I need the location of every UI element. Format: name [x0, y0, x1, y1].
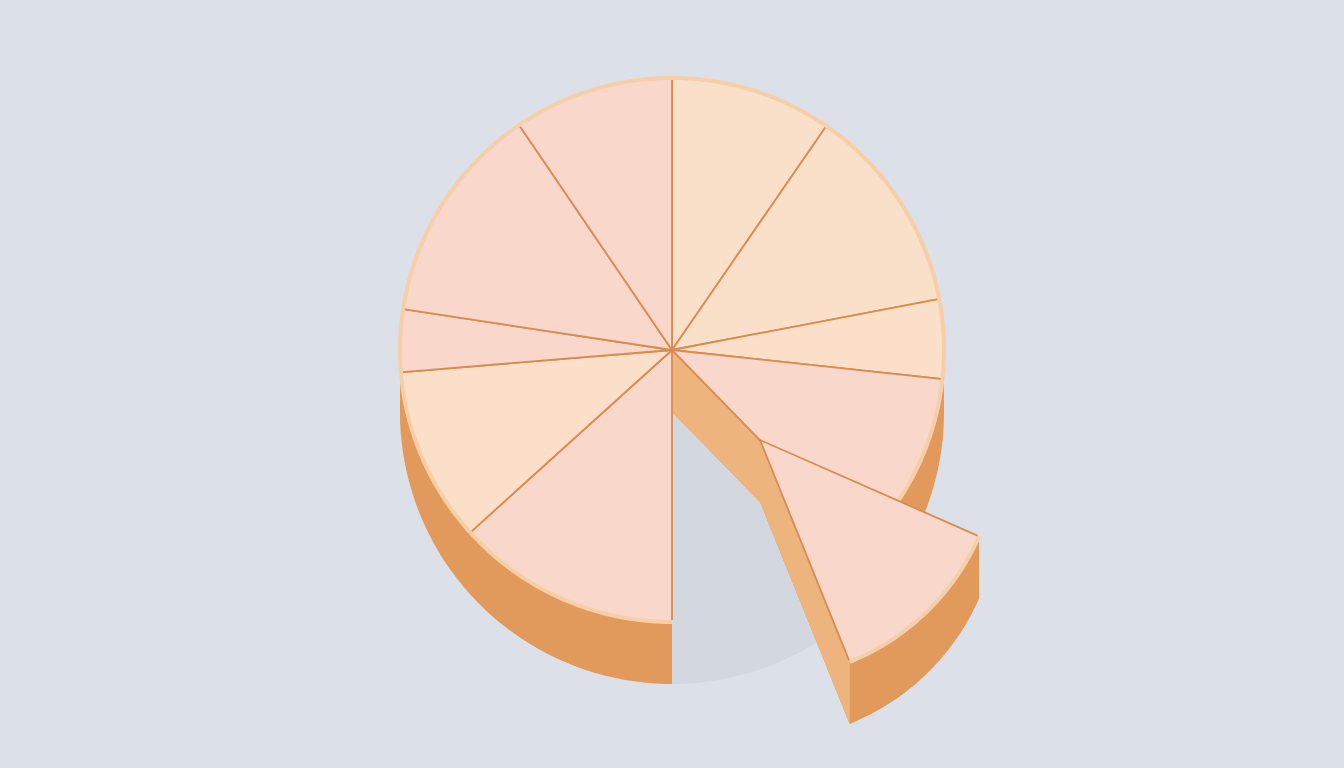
- slice: [401, 350, 672, 532]
- slice-rim: [672, 78, 826, 126]
- slice-edge: [472, 350, 672, 531]
- slice-rim: [519, 78, 672, 125]
- slice-edge: [520, 127, 672, 350]
- slice-edge: [672, 128, 825, 350]
- slice: [519, 78, 672, 350]
- slice-edge: [671, 80, 673, 350]
- pie: [400, 78, 979, 724]
- slice-edge: [405, 309, 672, 350]
- chart: [0, 0, 1344, 768]
- slice: [760, 440, 979, 662]
- slice-rim: [400, 309, 403, 372]
- slice-rim: [403, 125, 519, 309]
- slice-edge: [671, 350, 673, 620]
- slice-rim: [401, 372, 470, 532]
- slice-rim: [470, 532, 672, 622]
- slice-rim: [850, 536, 979, 662]
- slice-side: [760, 440, 979, 724]
- slice-edge: [760, 440, 849, 660]
- background: [0, 0, 1344, 768]
- slice-edge: [403, 350, 672, 372]
- slice-rim: [826, 126, 939, 299]
- slice-edge: [671, 80, 673, 350]
- slice-edge: [672, 299, 937, 350]
- slice-rim: [939, 299, 944, 379]
- slice-edge: [672, 350, 940, 379]
